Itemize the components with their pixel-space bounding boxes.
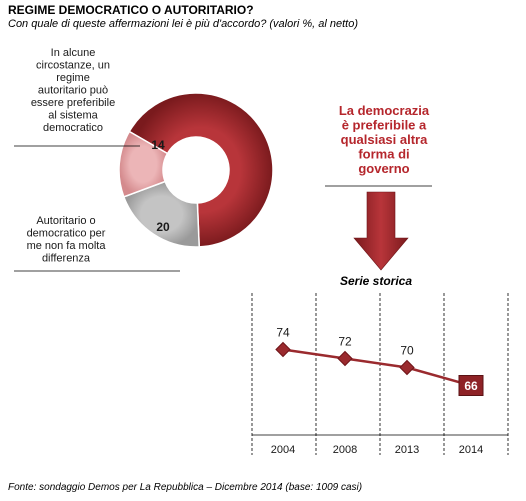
pie-slice-indifferent	[122, 180, 201, 248]
series-point	[275, 341, 291, 358]
series-value-label: 66	[464, 379, 478, 393]
pie-slice-authoritarian	[118, 130, 169, 198]
pie-slice-democracy	[128, 92, 274, 248]
pie-label-authoritarian: In alcune circostanze, un regime autoritari…	[31, 47, 115, 134]
donut-chart	[118, 92, 274, 248]
lbl-democracy-line: governo	[358, 161, 409, 176]
lbl-indifferent-line: differenza	[42, 253, 91, 265]
series-line	[282, 348, 472, 387]
x-separators	[251, 293, 509, 455]
series-markers	[275, 341, 484, 396]
line-chart: 74 72 70 66 2004 2008 2013 2014	[251, 293, 509, 456]
lbl-democracy-line: La democrazia	[339, 103, 430, 118]
lbl-indifferent-line: Autoritario o	[36, 215, 95, 227]
chart-subtitle: Con quale di queste affermazioni lei è p…	[8, 18, 358, 30]
pie-label-democracy: La democrazia è preferibile a qualsiasi al…	[339, 103, 430, 176]
series-point-last	[458, 375, 484, 396]
x-tick-label: 2004	[271, 444, 295, 456]
x-tick-label: 2014	[459, 444, 483, 456]
pie-value-indifferent: 20	[156, 220, 170, 234]
source-note: Fonte: sondaggio Demos per La Repubblica…	[8, 482, 362, 493]
lbl-authoritarian-line: regime	[56, 72, 90, 84]
x-tick-labels: 2004 2008 2013 2014	[271, 444, 483, 456]
pie-label-indifferent: Autoritario o democratico per me non fa mo…	[27, 215, 107, 265]
lbl-authoritarian-line: democratico	[43, 122, 103, 134]
lbl-democracy-line: è preferibile a	[342, 118, 427, 133]
series-value-label: 72	[338, 335, 352, 349]
lbl-authoritarian-line: al sistema	[48, 110, 98, 122]
series-value-labels: 74 72 70 66	[276, 326, 478, 394]
pie-value-authoritarian: 14	[151, 138, 165, 152]
lbl-authoritarian-line: essere preferibile	[31, 97, 115, 109]
lbl-indifferent-line: me non fa molta	[27, 240, 107, 252]
pie-value-democracy: 66	[298, 177, 312, 191]
x-tick-label: 2008	[333, 444, 357, 456]
lbl-democracy-line: forma di	[358, 147, 409, 162]
lbl-authoritarian-line: In alcune	[51, 47, 96, 59]
down-arrow-icon	[353, 191, 409, 271]
x-tick-label: 2013	[395, 444, 419, 456]
chart-title: REGIME DEMOCRATICO O AUTORITARIO?	[8, 3, 254, 17]
series-point	[399, 359, 415, 376]
lbl-democracy-line: qualsiasi altra	[341, 132, 428, 147]
lbl-authoritarian-line: circostanze, un	[36, 60, 110, 72]
lbl-authoritarian-line: autoritario può	[38, 85, 108, 97]
lbl-indifferent-line: democratico per	[27, 228, 106, 240]
series-title: Serie storica	[340, 274, 412, 288]
series-value-label: 74	[276, 326, 290, 340]
series-value-label: 70	[400, 344, 414, 358]
series-point	[337, 350, 353, 367]
